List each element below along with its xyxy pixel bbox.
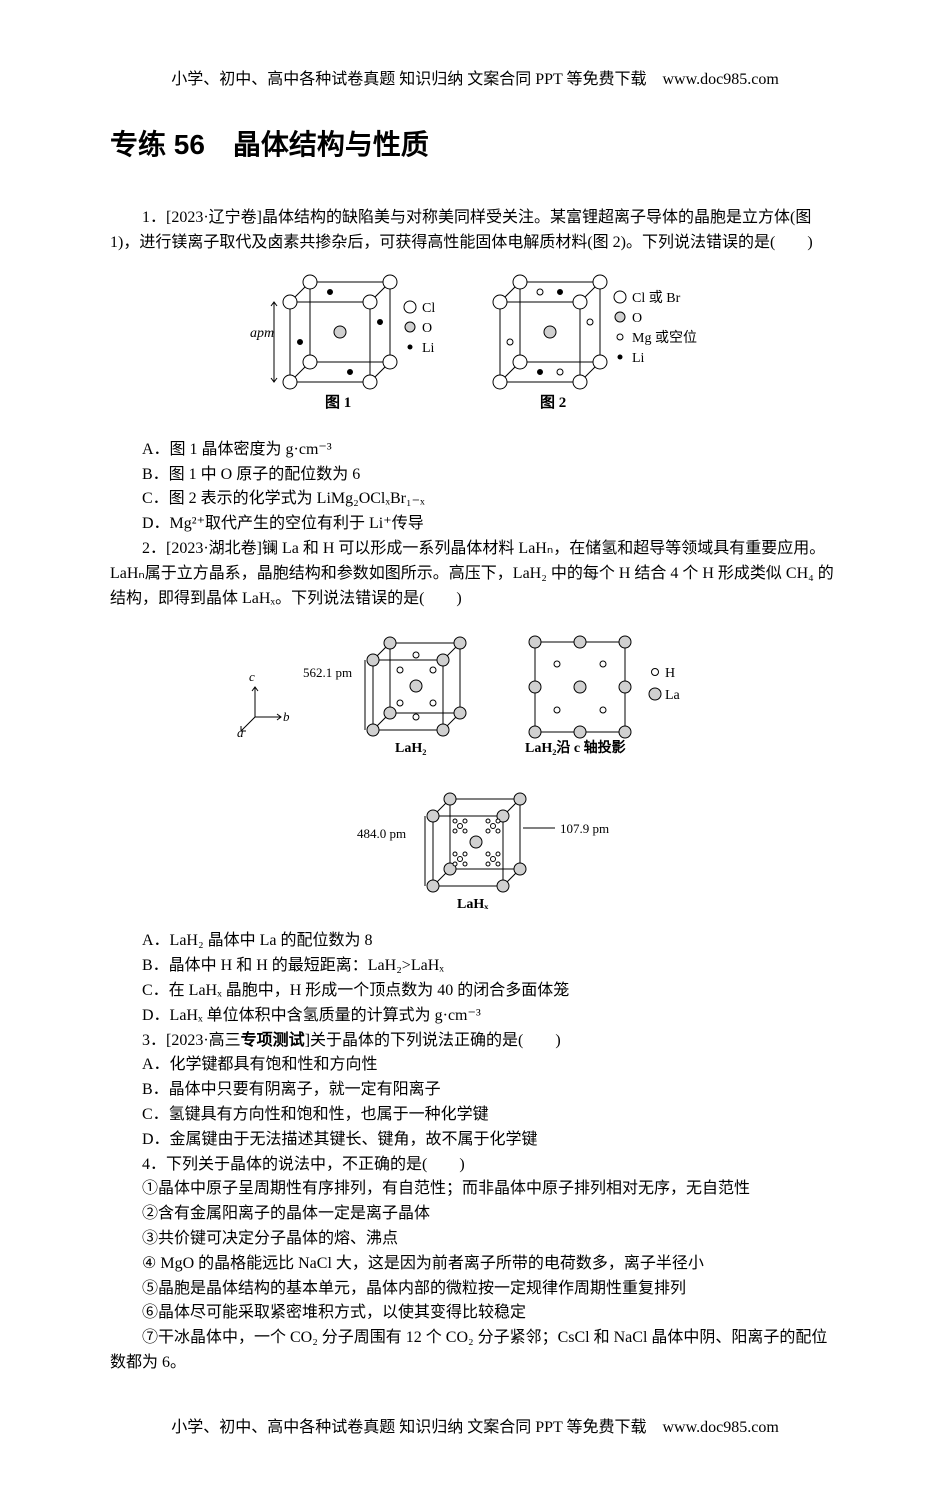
q3-post: ]关于晶体的下列说法正确的是( ) [305,1032,561,1049]
legend-cl: Cl [422,301,435,316]
dim2-label: 484.0 pm [357,826,406,841]
legend-h: H [665,666,675,681]
q1-opt-a: A．图 1 晶体密度为 g·cm⁻³ [110,438,840,463]
q1-opt-b: B．图 1 中 O 原子的配位数为 6 [110,463,840,488]
cap2: LaH₂沿 c 轴投影 [525,739,626,756]
page-header: 小学、初中、高中各种试卷真题 知识归纳 文案合同 PPT 等免费下载 www.d… [110,68,840,93]
q3-opt-a: A．化学键都具有饱和性和方向性 [110,1053,840,1078]
legend2-mg: Mg 或空位 [632,330,697,346]
q2-figure-bottom: 484.0 pm 107.9 pm LaHₓ [110,773,840,923]
axis-a: a [237,725,244,740]
q3-stem: 3．[2023·高三专项测试]关于晶体的下列说法正确的是( ) [110,1029,840,1054]
q4-stem: 4．下列关于晶体的说法中，不正确的是( ) [110,1153,840,1178]
q3-opt-b: B．晶体中只要有阴离子，就一定有阳离子 [110,1078,840,1103]
axis-c: c [249,669,255,684]
q4-i3: ③共价键可决定分子晶体的熔、沸点 [110,1227,840,1252]
legend-o: O [422,321,432,336]
q4-i2: ②含有金属阳离子的晶体一定是离子晶体 [110,1202,840,1227]
q2-opt-d: D．LaHₓ 单位体积中含氢质量的计算式为 g·cm⁻³ [110,1004,840,1029]
q2-opt-a: A．LaH₂ 晶体中 La 的配位数为 8 [110,929,840,954]
dim1-label: 562.1 pm [303,665,352,680]
cap1: LaH₂ [395,741,426,756]
section-title: 专练 56 晶体结构与性质 [110,123,840,166]
fig2-caption: 图 2 [540,394,566,411]
q2-stem: 2．[2023·湖北卷]镧 La 和 H 可以形成一系列晶体材料 LaHₙ，在储… [110,537,840,611]
q2-opt-b: B．晶体中 H 和 H 的最短距离：LaH₂>LaHₓ [110,954,840,979]
fig1-caption: 图 1 [325,394,351,411]
q1-svg: apm Cl O Li 图 1 [240,262,710,432]
q3-bold: 专项测试 [241,1032,305,1049]
legend2-clbr: Cl 或 Br [632,290,681,306]
q1-opt-c: C．图 2 表示的化学式为 LiMg₂OClₓBr₁₋ₓ [110,487,840,512]
q2-figure-top: a b c [110,617,840,767]
q4-i1: ①晶体中原子呈周期性有序排列，有自范性；而非晶体中原子排列相对无序，无自范性 [110,1177,840,1202]
q1-figure: apm Cl O Li 图 1 [110,262,840,432]
q1-axis-label: apm [250,326,274,341]
q4-i6: ⑥晶体尽可能采取紧密堆积方式，以使其变得比较稳定 [110,1301,840,1326]
q4-i5: ⑤晶胞是晶体结构的基本单元，晶体内部的微粒按一定规律作周期性重复排列 [110,1277,840,1302]
page-footer: 小学、初中、高中各种试卷真题 知识归纳 文案合同 PPT 等免费下载 www.d… [110,1416,840,1441]
page: 小学、初中、高中各种试卷真题 知识归纳 文案合同 PPT 等免费下载 www.d… [0,0,950,1491]
legend2-li: Li [632,351,645,366]
legend-la: La [665,688,681,703]
q2-svg-top: a b c [235,617,715,767]
q3-pre: 3．[2023·高三 [142,1032,241,1049]
q2-opt-c: C．在 LaHₓ 晶胞中，H 形成一个顶点数为 40 的闭合多面体笼 [110,979,840,1004]
dim3-label: 107.9 pm [560,821,609,836]
legend-li: Li [422,341,435,356]
q2-svg-bottom: 484.0 pm 107.9 pm LaHₓ [305,773,645,923]
q3-opt-c: C．氢键具有方向性和饱和性，也属于一种化学键 [110,1103,840,1128]
q1-stem: 1．[2023·辽宁卷]晶体结构的缺陷美与对称美同样受关注。某富锂超离子导体的晶… [110,206,840,256]
cap3: LaHₓ [457,897,489,912]
q4-i4: ④ MgO 的晶格能远比 NaCl 大，这是因为前者离子所带的电荷数多，离子半径… [110,1252,840,1277]
q4-i7: ⑦干冰晶体中，一个 CO₂ 分子周围有 12 个 CO₂ 分子紧邻；CsCl 和… [110,1326,840,1376]
q1-opt-d: D．Mg²⁺取代产生的空位有利于 Li⁺传导 [110,512,840,537]
axis-b: b [283,709,290,724]
q3-opt-d: D．金属键由于无法描述其键长、键角，故不属于化学键 [110,1128,840,1153]
legend2-o: O [632,311,642,326]
